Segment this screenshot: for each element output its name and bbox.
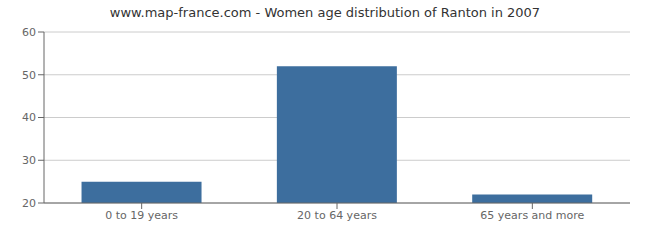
svg-text:40: 40 xyxy=(22,111,36,124)
svg-text:60: 60 xyxy=(22,26,36,39)
html-text:www.map-france.com - Women age: www.map-france.com - Women age distribut… xyxy=(109,5,541,20)
svg-text:65 years and more: 65 years and more xyxy=(480,209,584,222)
svg-text:0 to 19 years: 0 to 19 years xyxy=(105,209,178,222)
svg-text:30: 30 xyxy=(22,154,36,167)
svg-text:20: 20 xyxy=(22,197,36,210)
svg-text:20 to 64 years: 20 to 64 years xyxy=(297,209,377,222)
svg-text:50: 50 xyxy=(22,69,36,82)
